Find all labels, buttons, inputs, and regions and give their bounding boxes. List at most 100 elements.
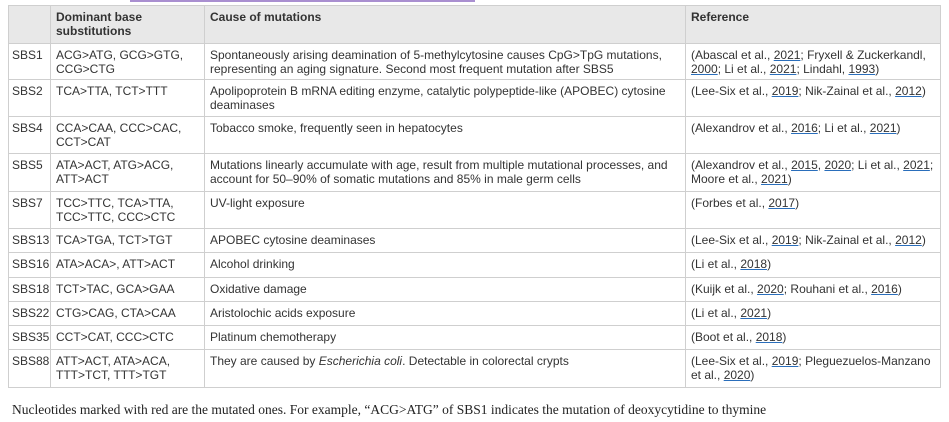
cause-cell: They are caused by Escherichia coli. Det… xyxy=(204,349,686,388)
reference-cell: (Lee-Six et al., 2019; Nik-Zainal et al.… xyxy=(685,228,941,253)
text: ; Pleguezuelos-Manzano et al., xyxy=(691,354,931,382)
substitution-cell: ATA>ACT, ATG>ACG, ATT>ACT xyxy=(50,153,205,192)
signature-cell: SBS18 xyxy=(8,277,51,302)
signature-cell: SBS2 xyxy=(8,79,51,117)
substitution-cell: ATT>ACT, ATA>ACA, TTT>TCT, TTT>TGT xyxy=(50,349,205,388)
header-row: Dominant base substitutions Cause of mut… xyxy=(8,5,941,44)
substitution-cell: ACG>ATG, GCG>GTG, CCG>CTG xyxy=(50,43,205,80)
year-link[interactable]: 2021 xyxy=(761,172,788,186)
year-link[interactable]: 2016 xyxy=(871,282,898,296)
mutation-table: Dominant base substitutions Cause of mut… xyxy=(8,5,941,388)
text: , xyxy=(817,158,825,172)
table-row: SBS1 ACG>ATG, GCG>GTG, CCG>CTG Spontaneous… xyxy=(8,43,941,80)
header-cell: Cause of mutations xyxy=(204,5,686,44)
cause-cell: UV-light exposure xyxy=(204,191,686,229)
signature-cell: SBS13 xyxy=(8,228,51,253)
year-link[interactable]: 2019 xyxy=(771,84,799,98)
year-link[interactable]: 2016 xyxy=(791,121,818,135)
table-row: SBS35 CCT>CAT, CCC>CTC Platinum chemothera… xyxy=(8,325,941,350)
reference-cell: (Lee-Six et al., 2019; Nik-Zainal et al.… xyxy=(685,79,941,117)
year-link[interactable]: 2021 xyxy=(869,121,897,135)
year-link[interactable]: 2017 xyxy=(768,196,796,210)
year-link[interactable]: 2020 xyxy=(824,158,852,172)
header-cell: Dominant base substitutions xyxy=(50,5,205,44)
italic-text: Escherichia coli xyxy=(318,354,403,368)
substitution-cell: TCA>TTA, TCT>TTT xyxy=(50,79,205,117)
year-link[interactable]: 1993 xyxy=(848,62,876,76)
table-row: SBS16 ATA>ACA>, ATT>ACT Alcohol drinking (L… xyxy=(8,252,941,278)
year-link[interactable]: 2018 xyxy=(755,330,783,344)
signature-cell: SBS5 xyxy=(8,153,51,192)
text: (Kuijk et al., xyxy=(691,282,758,296)
text: (Alexandrov et al., xyxy=(691,121,792,135)
year-link[interactable]: 2021 xyxy=(769,62,797,76)
year-link[interactable]: 2015 xyxy=(791,158,818,172)
signature-cell: SBS35 xyxy=(8,325,51,350)
substitution-cell: CTG>CAG, CTA>CAA xyxy=(50,301,205,326)
year-link[interactable]: 2000 xyxy=(691,62,718,76)
text: (Lee-Six et al., xyxy=(691,354,772,368)
text: Tobacco smoke, frequently seen in hepato… xyxy=(210,121,463,135)
text: ) xyxy=(787,172,792,186)
table-row: SBS22 CTG>CAG, CTA>CAA Aristolochic acids … xyxy=(8,301,941,326)
substitution-cell: TCA>TGA, TCT>TGT xyxy=(50,228,205,253)
table-row: SBS13 TCA>TGA, TCT>TGT APOBEC cytosine dea… xyxy=(8,228,941,253)
text: (Li et al., xyxy=(691,257,741,271)
reference-cell: (Alexandrov et al., 2015, 2020; Li et al… xyxy=(685,153,941,192)
reference-cell: (Abascal et al., 2021; Fryxell & Zuckerk… xyxy=(685,43,941,80)
year-link[interactable]: 2012 xyxy=(895,84,922,98)
text: Spontaneously arising deamination of 5-m… xyxy=(210,48,662,76)
text: (Alexandrov et al., xyxy=(691,158,792,172)
text: ) xyxy=(782,330,787,344)
cause-cell: Aristolochic acids exposure xyxy=(204,301,686,326)
text: Apolipoprotein B mRNA editing enzyme, ca… xyxy=(210,84,666,112)
substitution-cell: CCA>CAA, CCC>CAC, CCT>CAT xyxy=(50,116,205,154)
header-cell xyxy=(8,5,51,44)
text: (Lee-Six et al., xyxy=(691,84,772,98)
signature-cell: SBS16 xyxy=(8,252,51,278)
year-link[interactable]: 2021 xyxy=(740,306,768,320)
text: ) xyxy=(897,282,902,296)
signature-cell: SBS88 xyxy=(8,349,51,388)
reference-cell: (Li et al., 2021) xyxy=(685,301,941,326)
text: . Detectable in colorectal crypts xyxy=(402,354,569,368)
reference-cell: (Alexandrov et al., 2016; Li et al., 202… xyxy=(685,116,941,154)
caption: Nucleotides marked with red are the muta… xyxy=(12,402,767,417)
year-link[interactable]: 2019 xyxy=(771,233,799,247)
year-link[interactable]: 2019 xyxy=(771,354,799,368)
text: ) xyxy=(795,196,800,210)
year-link[interactable]: 2018 xyxy=(740,257,768,271)
cause-cell: Alcohol drinking xyxy=(204,252,686,278)
text: ; Li et al., xyxy=(817,121,870,135)
substitution-cell: TCC>TTC, TCA>TTA, TCC>TTC, CCC>CTC xyxy=(50,191,205,229)
text: ) xyxy=(921,233,926,247)
cause-cell: Oxidative damage xyxy=(204,277,686,302)
text: ) xyxy=(750,368,755,382)
signature-cell: SBS22 xyxy=(8,301,51,326)
signature-cell: SBS1 xyxy=(8,43,51,80)
reference-cell: (Kuijk et al., 2020; Rouhani et al., 201… xyxy=(685,277,941,302)
text: (Li et al., xyxy=(691,306,741,320)
text: ; Lindahl, xyxy=(796,62,849,76)
reference-cell: (Forbes et al., 2017) xyxy=(685,191,941,229)
table-row: SBS18 TCT>TAC, GCA>GAA Oxidative damage (Ku… xyxy=(8,277,941,302)
text: ; Li et al., xyxy=(717,62,770,76)
cause-cell: APOBEC cytosine deaminases xyxy=(204,228,686,253)
year-link[interactable]: 2021 xyxy=(903,158,930,172)
year-link[interactable]: 2012 xyxy=(895,233,922,247)
year-link[interactable]: 2021 xyxy=(773,48,801,62)
cause-cell: Tobacco smoke, frequently seen in hepato… xyxy=(204,116,686,154)
text: ) xyxy=(896,121,901,135)
text: Platinum chemotherapy xyxy=(210,330,337,344)
table-row: SBS7 TCC>TTC, TCA>TTA, TCC>TTC, CCC>CTC UV… xyxy=(8,191,941,229)
year-link[interactable]: 2020 xyxy=(723,368,751,382)
text: (Abascal et al., xyxy=(691,48,774,62)
text: ; Nik-Zainal et al., xyxy=(798,233,896,247)
reference-cell: (Li et al., 2018) xyxy=(685,252,941,278)
year-link[interactable]: 2020 xyxy=(757,282,784,296)
text: ; Fryxell & Zuckerkandl, xyxy=(800,48,926,62)
text: Oxidative damage xyxy=(210,282,307,296)
text: (Lee-Six et al., xyxy=(691,233,772,247)
cause-cell: Platinum chemotherapy xyxy=(204,325,686,350)
